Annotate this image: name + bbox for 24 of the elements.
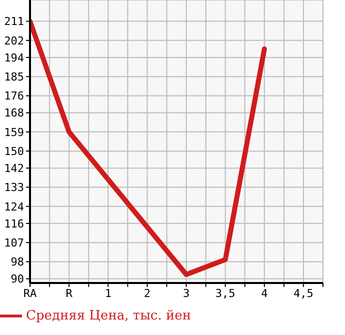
y-tick-label: 159 — [4, 126, 24, 139]
y-tick-label: 133 — [4, 181, 24, 194]
x-tick-label: 4,5 — [294, 286, 314, 300]
y-tick-label: 142 — [4, 162, 24, 176]
x-tick-label: 3 — [182, 286, 190, 300]
y-tick-label: 202 — [4, 34, 24, 48]
y-tick-label: 150 — [4, 144, 24, 158]
y-tick-label: 98 — [10, 256, 24, 269]
y-tick-label: 194 — [4, 51, 24, 64]
x-tick-label: 2 — [144, 286, 151, 300]
x-tick-label: 3,5 — [215, 286, 236, 300]
x-tick-label: 4 — [261, 286, 268, 300]
y-tick-label: 176 — [4, 90, 24, 103]
legend-label: Средняя Цена, тыс. йен — [26, 308, 191, 324]
x-tick-label: RA — [23, 286, 37, 300]
x-tick-label: R — [66, 286, 73, 300]
y-tick-label: 211 — [4, 15, 24, 28]
y-tick-label: 168 — [4, 106, 24, 120]
y-tick-label: 185 — [4, 70, 24, 84]
x-tick-label: 1 — [104, 286, 112, 300]
y-tick-label: 107 — [4, 236, 24, 250]
y-tick-label: 116 — [4, 217, 24, 230]
y-tick-label: 90 — [10, 272, 24, 286]
y-tick-label: 124 — [4, 200, 24, 214]
